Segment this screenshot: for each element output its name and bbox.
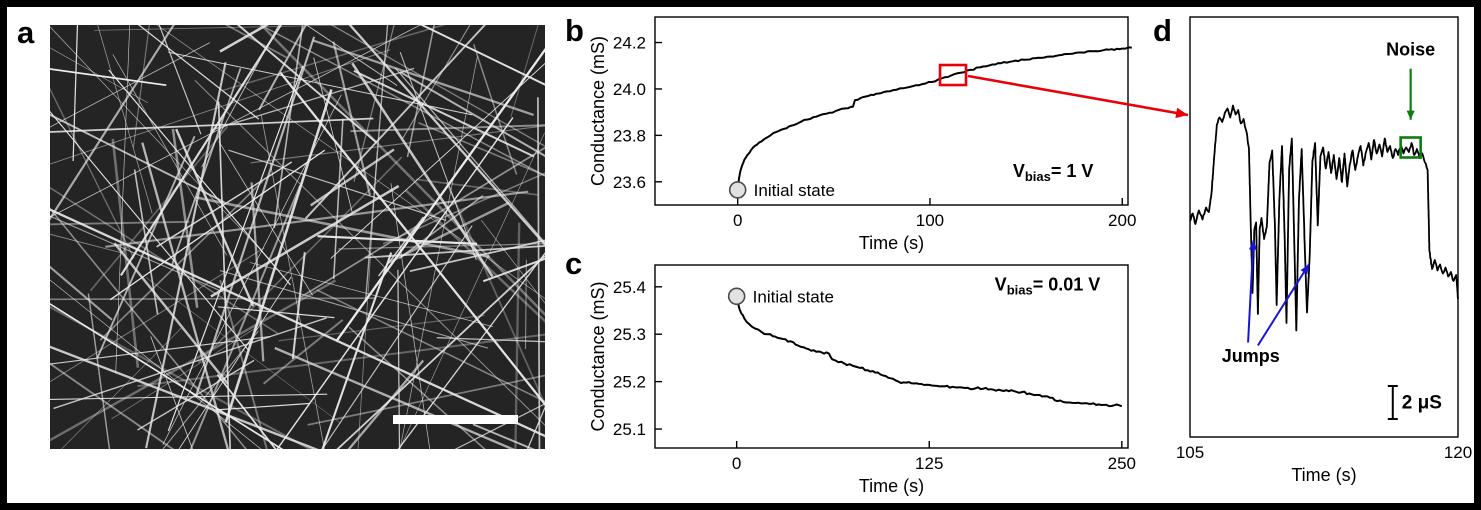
x-tick-label: 125 [915,454,943,473]
data-trace [736,46,1132,191]
x-axis-label: Time (s) [859,233,924,253]
chart-b: 0 100 200 23.6 23.8 24.0 24.2 Time (s) Conductan… [590,16,1136,253]
x-axis-label: Time (s) [1291,465,1356,485]
sem-scale-bar [393,415,518,424]
y-tick-label: 25.2 [613,373,646,392]
initial-state-marker [727,287,746,306]
y-tick-label: 23.6 [613,173,646,192]
bias-label-b: Vbias= 1 V [1013,161,1094,184]
chart-d: 105 120 Time (s) Noise Jumps 2 μS [1176,16,1472,485]
x-tick-label: 100 [916,211,944,230]
y-tick-label: 25.4 [613,278,646,297]
conductance-scale-bar: 2 μS [1387,385,1442,420]
data-trace [735,296,1123,408]
y-axis-label: Conductance (mS) [590,36,608,186]
zoom-region-box [938,63,968,87]
y-tick-label: 25.3 [613,325,646,344]
y-tick-label: 24.2 [613,34,646,53]
x-edge-label: 120 [1444,443,1472,462]
y-tick-label: 25.1 [613,420,646,439]
panel-c-label: c [565,246,583,281]
data-trace [1189,104,1459,332]
initial-state-label: Initial state [754,181,835,200]
chart-c: 0 125 250 25.1 25.2 25.3 25.4 Time (s) Conductan… [590,264,1136,496]
plot-frame [654,264,1129,449]
plot-frame [1189,16,1459,438]
initial-state-label: Initial state [753,287,834,306]
x-tick-label: 0 [733,211,742,230]
panel-a-label: a [17,15,35,50]
noise-box [1399,136,1422,159]
panel-d-label: d [1153,13,1172,48]
jumps-label: Jumps [1222,346,1280,366]
y-tick-label: 23.8 [613,126,646,145]
scale-bar-label: 2 μS [1402,393,1442,414]
bias-label-c: Vbias= 0.01 V [995,275,1101,298]
panel-b-label: b [565,13,584,48]
x-edge-label: 105 [1176,443,1204,462]
plot-frame [654,16,1129,206]
x-tick-label: 0 [732,454,741,473]
zoom-connector-arrow [967,74,1189,119]
y-axis-label: Conductance (mS) [590,281,608,431]
figure-canvas: a b c d 0 100 200 23.6 23.8 24.0 24.2 Time (s) C… [7,7,1474,503]
y-tick-label: 24.0 [613,80,646,99]
noise-label: Noise [1386,39,1435,59]
x-tick-label: 250 [1108,454,1136,473]
initial-state-marker [728,181,747,199]
x-tick-label: 200 [1108,211,1136,230]
x-axis-label: Time (s) [859,476,924,496]
sem-image [50,25,545,449]
